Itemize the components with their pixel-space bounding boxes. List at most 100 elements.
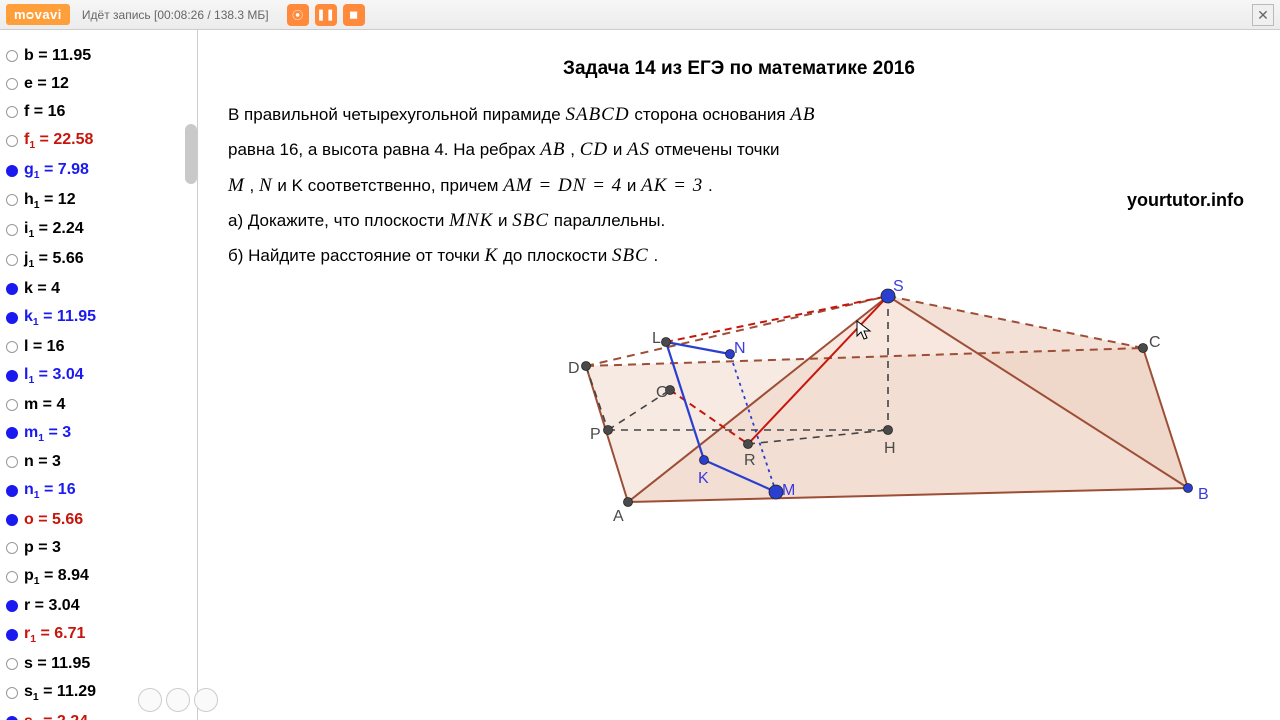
math: CD [580,139,608,160]
variable-row[interactable]: f = 16 [0,98,197,126]
variable-row[interactable]: m = 4 [0,391,197,419]
visibility-toggle-icon[interactable] [6,571,18,583]
text: и K соответственно, причем [277,176,503,195]
visibility-toggle-icon[interactable] [6,427,18,439]
variable-label: f = 16 [24,100,65,124]
visibility-toggle-icon[interactable] [6,78,18,90]
variable-row[interactable]: e = 12 [0,70,197,98]
variable-row[interactable]: n = 3 [0,448,197,476]
visibility-toggle-icon[interactable] [6,456,18,468]
variable-label: m1 = 3 [24,421,71,447]
variable-label: k = 4 [24,277,60,301]
visibility-toggle-icon[interactable] [6,687,18,699]
mouse-cursor-icon [856,320,874,342]
variable-row[interactable]: o = 5.66 [0,506,197,534]
graphics-view[interactable]: Задача 14 из ЕГЭ по математике 2016 В пр… [198,30,1280,720]
visibility-toggle-icon[interactable] [6,399,18,411]
variable-label: p = 3 [24,536,61,560]
variable-row[interactable]: s2 = 2.24 [0,708,197,720]
visibility-toggle-icon[interactable] [6,542,18,554]
variable-label: h1 = 12 [24,188,76,214]
variable-label: s2 = 2.24 [24,710,88,720]
visibility-toggle-icon[interactable] [6,716,18,720]
visibility-toggle-icon[interactable] [6,50,18,62]
visibility-toggle-icon[interactable] [6,254,18,266]
variable-row[interactable]: p = 3 [0,534,197,562]
text: параллельны. [554,211,665,230]
visibility-toggle-icon[interactable] [6,600,18,612]
variable-row[interactable]: m1 = 3 [0,419,197,449]
point-label-H: H [884,440,896,458]
tool-button-2[interactable] [166,688,190,712]
pyramid-diagram[interactable]: ABCDSHMNKLOPR [198,240,1258,560]
close-button[interactable]: ✕ [1252,4,1274,26]
variable-row[interactable]: p1 = 8.94 [0,562,197,592]
visibility-toggle-icon[interactable] [6,514,18,526]
record-pause-icon[interactable]: ❚❚ [315,4,337,26]
variable-row[interactable]: h1 = 12 [0,186,197,216]
variable-label: f1 = 22.58 [24,128,93,154]
visibility-toggle-icon[interactable] [6,165,18,177]
visibility-toggle-icon[interactable] [6,224,18,236]
variable-label: o = 5.66 [24,508,83,532]
point-label-A: A [613,508,624,526]
record-stop-icon[interactable]: ◼ [343,4,365,26]
point-label-K: K [698,470,709,488]
variable-label: b = 11.95 [24,44,91,68]
variable-row[interactable]: r1 = 6.71 [0,620,197,650]
variable-label: s = 11.95 [24,652,90,676]
text: В правильной четырехугольной пирамиде [228,105,565,124]
variable-label: l = 16 [24,335,64,359]
variable-row[interactable]: s = 11.95 [0,650,197,678]
variable-label: m = 4 [24,393,65,417]
point-label-M: M [782,482,795,500]
math: M [228,175,245,196]
variable-row[interactable]: l = 16 [0,333,197,361]
sidebar-scrollbar[interactable] [185,124,197,184]
variable-label: e = 12 [24,72,69,96]
variable-label: k1 = 11.95 [24,305,96,331]
visibility-toggle-icon[interactable] [6,658,18,670]
variable-row[interactable]: k = 4 [0,275,197,303]
visibility-toggle-icon[interactable] [6,135,18,147]
variable-row[interactable]: i1 = 2.24 [0,215,197,245]
variable-label: i1 = 2.24 [24,217,84,243]
visibility-toggle-icon[interactable] [6,194,18,206]
variable-label: r1 = 6.71 [24,622,85,648]
problem-title: Задача 14 из ЕГЭ по математике 2016 [220,58,1258,80]
tool-button-3[interactable] [194,688,218,712]
math: MNK [449,210,493,231]
visibility-toggle-icon[interactable] [6,106,18,118]
variable-label: j1 = 5.66 [24,247,84,273]
tool-button-1[interactable] [138,688,162,712]
variable-row[interactable]: l1 = 3.04 [0,361,197,391]
variable-row[interactable]: j1 = 5.66 [0,245,197,275]
math: AM = DN = 4 [503,175,622,196]
math: AB [540,139,565,160]
visibility-toggle-icon[interactable] [6,485,18,497]
visibility-toggle-icon[interactable] [6,283,18,295]
variable-label: l1 = 3.04 [24,363,84,389]
movavi-logo: mᴑvavi [6,4,70,25]
point-label-D: D [568,360,580,378]
visibility-toggle-icon[interactable] [6,312,18,324]
math: AB [790,104,815,125]
record-camera-icon[interactable]: ⦿ [287,4,309,26]
text: а) Докажите, что плоскости [228,211,449,230]
visibility-toggle-icon[interactable] [6,629,18,641]
variable-row[interactable]: b = 11.95 [0,42,197,70]
math: SABCD [565,104,629,125]
variable-row[interactable]: k1 = 11.95 [0,303,197,333]
text: сторона основания [634,105,790,124]
variable-label: s1 = 11.29 [24,680,96,706]
variable-row[interactable]: n1 = 16 [0,476,197,506]
variable-label: g1 = 7.98 [24,158,89,184]
visibility-toggle-icon[interactable] [6,370,18,382]
point-label-C: C [1149,334,1161,352]
variable-row[interactable]: g1 = 7.98 [0,156,197,186]
variable-row[interactable]: f1 = 22.58 [0,126,197,156]
math: SBC [512,210,549,231]
recording-status: Идёт запись [00:08:26 / 138.3 МБ] [82,8,269,22]
visibility-toggle-icon[interactable] [6,341,18,353]
variable-row[interactable]: r = 3.04 [0,592,197,620]
